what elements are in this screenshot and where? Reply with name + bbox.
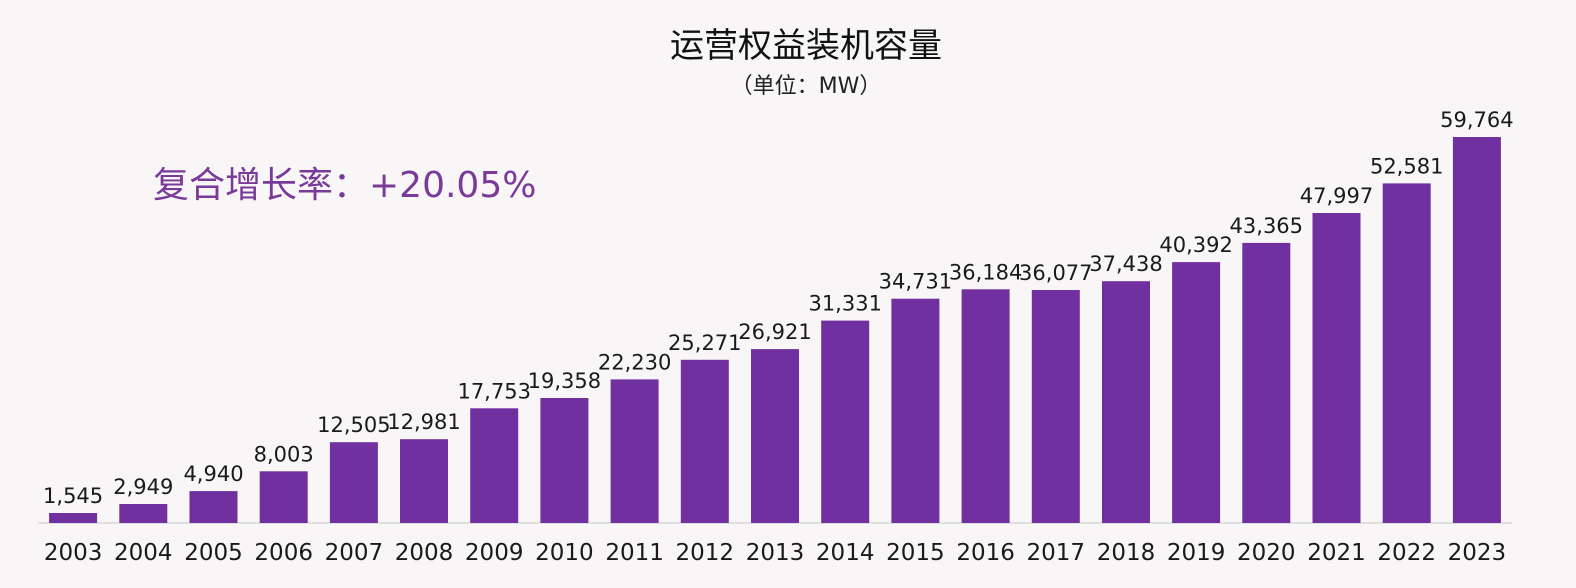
value-label-2012: 25,271 xyxy=(668,331,741,355)
x-tick-label-2016: 2016 xyxy=(956,540,1015,566)
bar-2018 xyxy=(1102,281,1150,523)
value-label-2014: 31,331 xyxy=(808,292,881,316)
bar-2005 xyxy=(189,491,238,523)
x-tick-label-2014: 2014 xyxy=(816,540,875,566)
bar-2021 xyxy=(1312,213,1361,523)
x-tick-labels-group: 2003 2004 2005 2006 2007 2008 2009 2010 2011 2012… xyxy=(44,540,1506,566)
x-tick-label-2015: 2015 xyxy=(886,540,945,566)
value-label-2020: 43,365 xyxy=(1230,214,1303,238)
value-label-2010: 19,358 xyxy=(528,369,601,393)
x-tick-label-2017: 2017 xyxy=(1027,540,1086,566)
x-tick-label-2003: 2003 xyxy=(44,540,103,566)
chart-title: 运营权益装机容量 xyxy=(670,26,942,66)
value-label-2022: 52,581 xyxy=(1370,154,1443,178)
x-tick-label-2011: 2011 xyxy=(605,540,664,566)
bar-2007 xyxy=(329,442,378,523)
bar-2006 xyxy=(259,471,308,523)
value-label-2019: 40,392 xyxy=(1159,233,1232,257)
bar-2023 xyxy=(1452,137,1501,523)
x-tick-label-2021: 2021 xyxy=(1307,540,1366,566)
value-label-2015: 34,731 xyxy=(879,270,952,294)
value-label-2006: 8,003 xyxy=(254,442,314,466)
bar-2013 xyxy=(751,349,799,523)
x-tick-label-2012: 2012 xyxy=(676,540,735,566)
bar-2019 xyxy=(1172,262,1221,523)
value-label-2003: 1,545 xyxy=(43,484,103,508)
value-label-2018: 37,438 xyxy=(1089,252,1162,276)
x-tick-label-2004: 2004 xyxy=(114,540,173,566)
value-label-2021: 47,997 xyxy=(1300,184,1373,208)
bar-2022 xyxy=(1382,183,1431,523)
x-tick-label-2005: 2005 xyxy=(184,540,243,566)
value-label-2004: 2,949 xyxy=(113,475,173,499)
bar-2016 xyxy=(961,289,1010,523)
value-label-2011: 22,230 xyxy=(598,350,671,374)
x-tick-label-2022: 2022 xyxy=(1377,540,1436,566)
cagr-annotation: 复合增长率：+20.05% xyxy=(153,165,536,206)
x-tick-label-2023: 2023 xyxy=(1448,540,1507,566)
value-label-2016: 36,184 xyxy=(949,260,1022,284)
bar-2017 xyxy=(1031,290,1080,523)
value-label-2017: 36,077 xyxy=(1019,261,1092,285)
bar-2010 xyxy=(540,398,589,523)
bar-2020 xyxy=(1242,242,1291,523)
bar-2012 xyxy=(680,359,729,523)
value-label-2005: 4,940 xyxy=(183,462,243,486)
x-tick-label-2009: 2009 xyxy=(465,540,524,566)
x-tick-label-2006: 2006 xyxy=(254,540,313,566)
value-label-2013: 26,921 xyxy=(738,320,811,344)
bar-2008 xyxy=(400,439,448,523)
x-tick-label-2019: 2019 xyxy=(1167,540,1226,566)
x-tick-label-2020: 2020 xyxy=(1237,540,1296,566)
value-label-2008: 12,981 xyxy=(387,410,460,434)
bar-2011 xyxy=(610,379,659,523)
x-tick-label-2010: 2010 xyxy=(535,540,594,566)
x-tick-label-2013: 2013 xyxy=(746,540,805,566)
x-tick-label-2018: 2018 xyxy=(1097,540,1156,566)
bars-group xyxy=(49,137,1501,523)
value-label-2023: 59,764 xyxy=(1440,108,1513,132)
x-tick-label-2007: 2007 xyxy=(325,540,384,566)
bar-2015 xyxy=(891,298,940,523)
bar-2009 xyxy=(470,408,519,523)
bar-2014 xyxy=(821,320,870,523)
bar-2004 xyxy=(119,504,168,523)
value-label-2009: 17,753 xyxy=(457,379,530,403)
value-label-2007: 12,505 xyxy=(317,413,390,437)
chart-subtitle: （单位：MW） xyxy=(731,74,882,99)
x-tick-label-2008: 2008 xyxy=(395,540,454,566)
bar-2003 xyxy=(49,513,98,523)
